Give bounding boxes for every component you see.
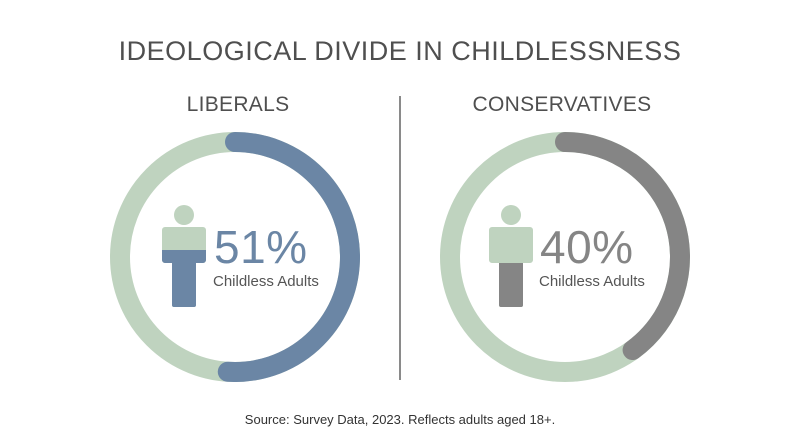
liberals-percent-caption: Childless Adults <box>213 273 319 290</box>
person-icon <box>162 205 206 307</box>
conservatives-percent-value: 40% <box>540 221 634 273</box>
conservatives-percent-caption: Childless Adults <box>539 273 645 290</box>
conservatives-donut-value-arc <box>555 132 690 361</box>
liberals-percent-value: 51% <box>214 221 308 273</box>
chart-title: IDEOLOGICAL DIVIDE IN CHILDLESSNESS <box>118 36 682 66</box>
liberals-label: LIBERALS <box>186 93 290 116</box>
person-icon <box>489 205 533 307</box>
panel-divider <box>399 96 401 380</box>
liberals-donut-value-arc <box>217 132 360 382</box>
conservatives-donut-chart <box>440 132 690 382</box>
liberals-donut-chart <box>110 132 360 382</box>
conservatives-label: CONSERVATIVES <box>472 93 652 116</box>
source-note: Source: Survey Data, 2023. Reflects adul… <box>244 412 556 427</box>
